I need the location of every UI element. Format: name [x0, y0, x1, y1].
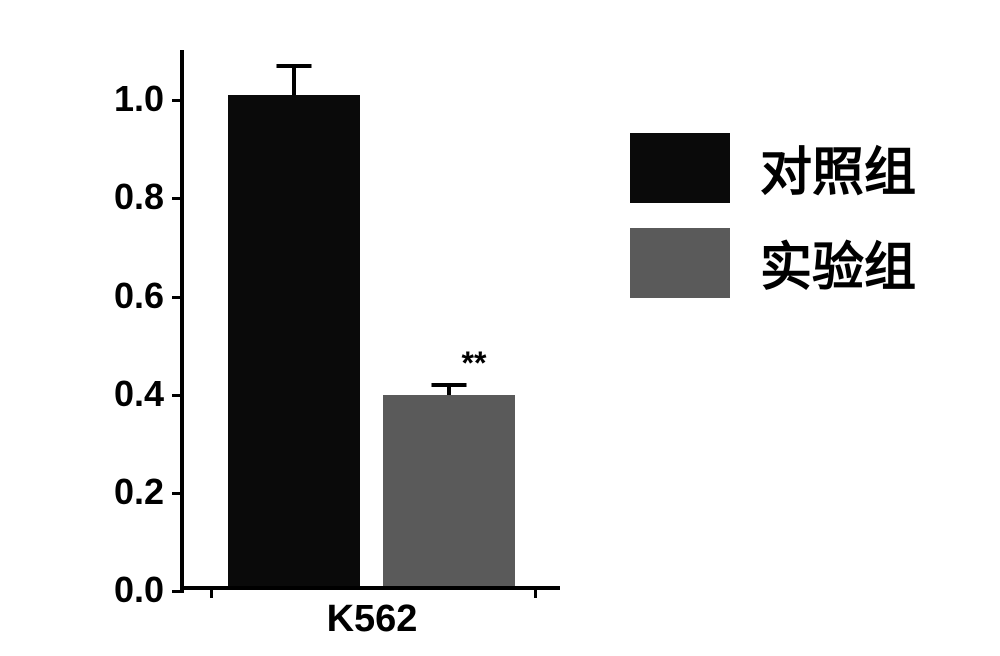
significance-marker: **: [462, 345, 487, 382]
y-tick: [172, 492, 184, 495]
legend-label: 实验组: [760, 225, 916, 300]
y-tick: [172, 394, 184, 397]
y-tick-label: 0.8: [109, 176, 164, 218]
y-tick: [172, 296, 184, 299]
y-tick-label: 0.6: [109, 275, 164, 317]
legend-label: 对照组: [760, 130, 916, 205]
error-bar-line: [447, 387, 451, 394]
legend-swatch: [630, 228, 730, 298]
x-tick-label: K562: [327, 598, 418, 641]
y-tick-label: 0.4: [109, 373, 164, 415]
legend: 对照组 实验组: [630, 130, 980, 320]
y-tick-label: 1.0: [109, 78, 164, 120]
y-tick-label: 0.0: [109, 569, 164, 611]
legend-item-experimental: 实验组: [630, 225, 980, 300]
x-tick: [210, 586, 213, 598]
x-tick: [534, 586, 537, 598]
error-bar-line: [292, 68, 296, 95]
bar-control: [228, 95, 360, 586]
bar-experimental: [383, 395, 515, 587]
chart-container: miR-1915-3p的表达量 0.0 0.2 0.4 0.6 0.8 1.0 …: [50, 20, 950, 640]
y-tick: [172, 197, 184, 200]
plot-area: 0.0 0.2 0.4 0.6 0.8 1.0 K562 **: [180, 50, 560, 590]
y-tick-label: 0.2: [109, 471, 164, 513]
legend-swatch: [630, 133, 730, 203]
y-tick: [172, 590, 184, 593]
legend-item-control: 对照组: [630, 130, 980, 205]
error-bar-cap: [277, 64, 312, 68]
y-tick: [172, 99, 184, 102]
error-bar-cap: [432, 383, 467, 387]
